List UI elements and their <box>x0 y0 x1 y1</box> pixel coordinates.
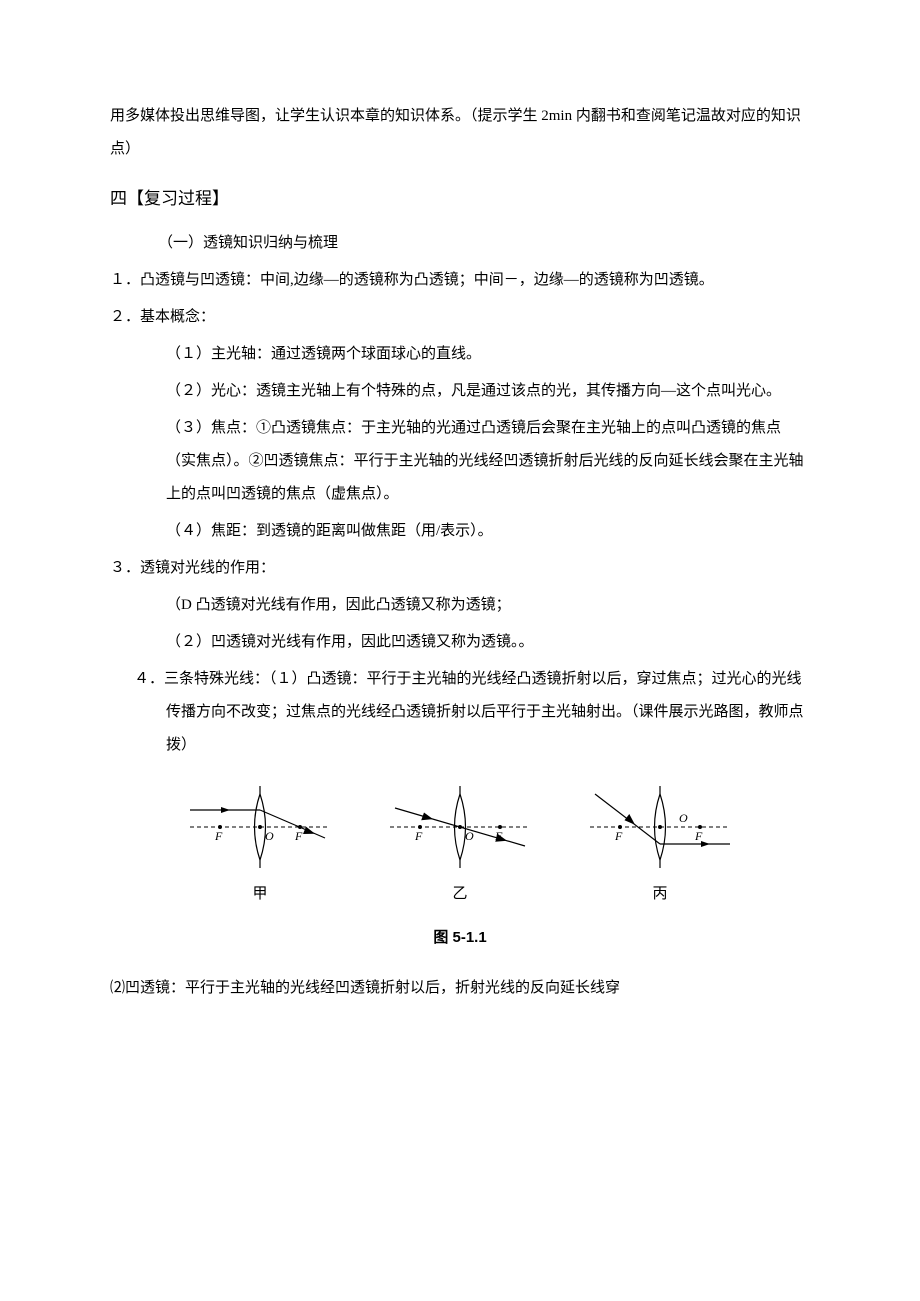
label-F-right: F <box>694 829 703 843</box>
section-4-heading: 四【复习过程】 <box>110 180 810 217</box>
item-2-3: （３）焦点：①凸透镜焦点：于主光轴的光通过凸透镜后会聚在主光轴上的点叫凸透镜的焦… <box>110 412 810 511</box>
figure-col-c: F O F 丙 <box>585 782 735 911</box>
label-F-left: F <box>214 829 223 843</box>
item-2: ２．基本概念： <box>110 301 810 334</box>
item-4-2: ⑵凹透镜：平行于主光轴的光线经凹透镜折射以后，折射光线的反向延长线穿 <box>110 972 810 1005</box>
label-O: O <box>465 829 474 843</box>
intro-paragraph: 用多媒体投出思维导图，让学生认识本章的知识体系。（提示学生 2min 内翻书和查… <box>110 100 810 166</box>
subsection-1-heading: （一）透镜知识归纳与梳理 <box>110 227 810 260</box>
figure-col-b: F O F 乙 <box>385 782 535 911</box>
item-2-4: （４）焦距：到透镜的距离叫做焦距（用/表示）。 <box>110 515 810 548</box>
figure-label-b: 乙 <box>452 878 467 911</box>
figure-label-a: 甲 <box>252 878 267 911</box>
item-1: １．凸透镜与凹透镜：中间,边缘—的透镜称为凸透镜；中间－，边缘—的透镜称为凹透镜… <box>110 264 810 297</box>
item-4: ４．三条特殊光线：（１）凸透镜：平行于主光轴的光线经凸透镜折射以后，穿过焦点；过… <box>110 663 810 762</box>
item-3-1: （D 凸透镜对光线有作用，因此凸透镜又称为透镜； <box>110 589 810 622</box>
figure-col-a: F O F 甲 <box>185 782 335 911</box>
figure-row: F O F 甲 F O F 乙 <box>110 782 810 911</box>
label-F-right: F <box>294 829 303 843</box>
item-2-2: （２）光心：透镜主光轴上有个特殊的点，凡是通过该点的光，其传播方向—这个点叫光心… <box>110 375 810 408</box>
figure-5-1-1: F O F 甲 F O F 乙 <box>110 782 810 954</box>
item-3-2: （２）凹透镜对光线有作用，因此凹透镜又称为透镜。。 <box>110 626 810 659</box>
lens-diagram-c: F O F <box>585 782 735 872</box>
figure-caption: 图 5-1.1 <box>110 921 810 954</box>
label-O: O <box>679 811 688 825</box>
label-F-left: F <box>414 829 423 843</box>
label-F-right: F <box>494 829 503 843</box>
item-2-1: （１）主光轴：通过透镜两个球面球心的直线。 <box>110 338 810 371</box>
figure-label-c: 丙 <box>652 878 667 911</box>
lens-diagram-a: F O F <box>185 782 335 872</box>
lens-diagram-b: F O F <box>385 782 535 872</box>
label-F-left: F <box>614 829 623 843</box>
item-3: ３．透镜对光线的作用： <box>110 552 810 585</box>
label-O: O <box>265 829 274 843</box>
